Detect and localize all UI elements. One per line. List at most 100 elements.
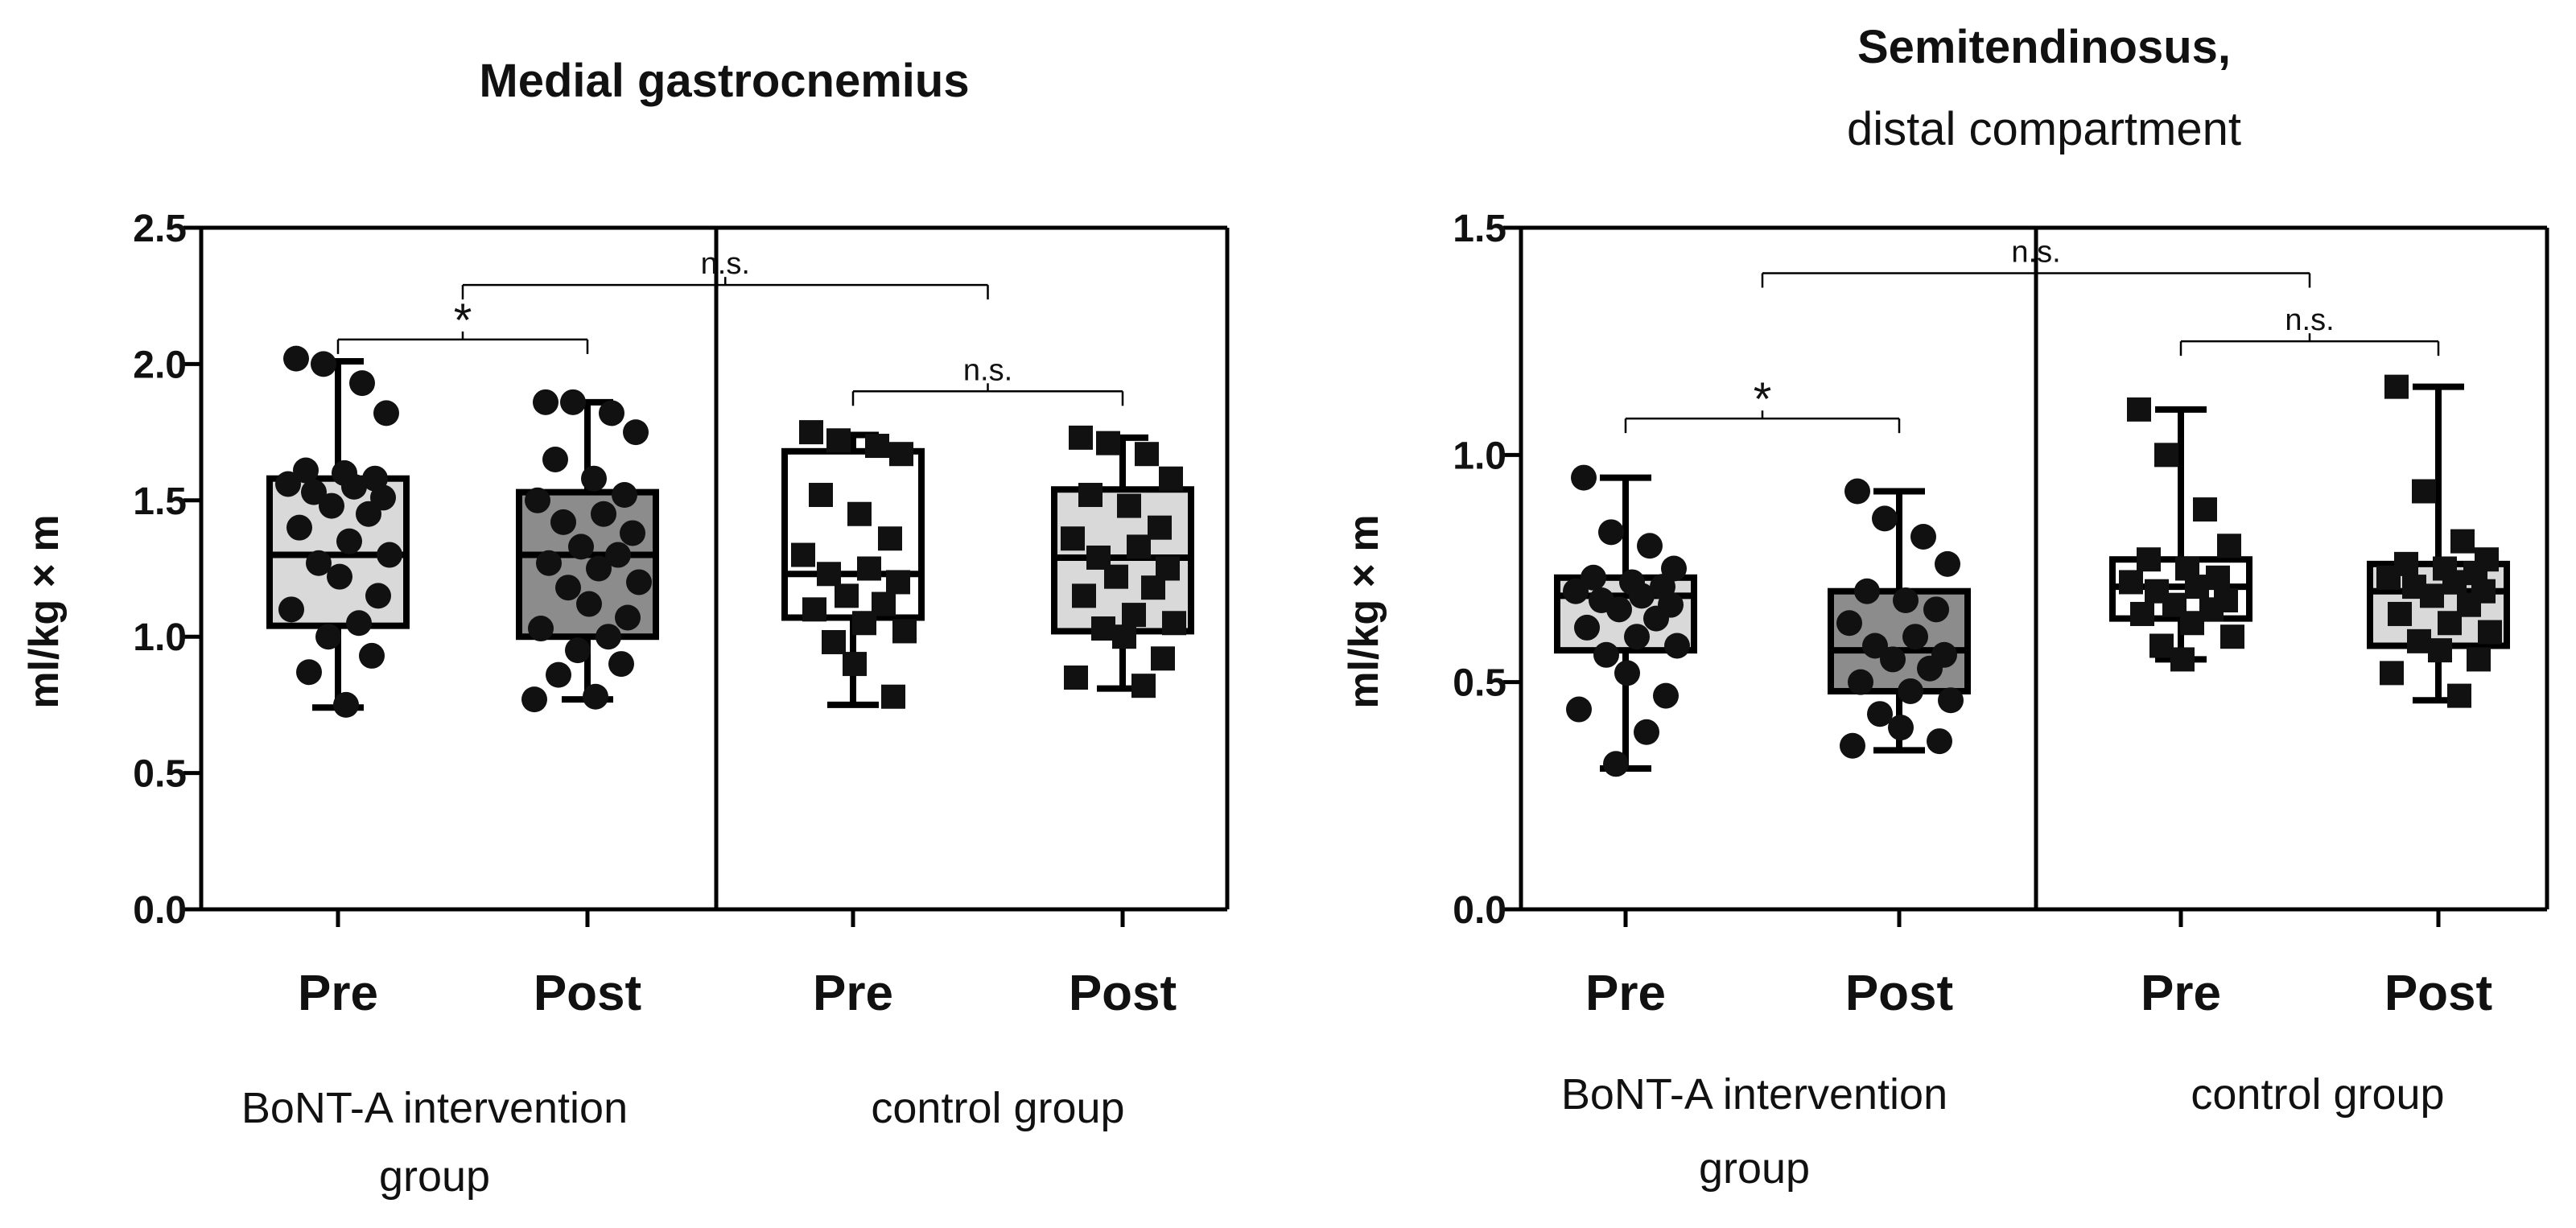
data-point bbox=[528, 616, 554, 642]
data-point bbox=[1148, 515, 1172, 540]
data-point bbox=[576, 591, 602, 617]
box-1 bbox=[1828, 478, 1971, 759]
data-point bbox=[2447, 683, 2471, 708]
data-point bbox=[615, 604, 641, 631]
x-tick-label: Pre bbox=[2141, 966, 2221, 1021]
data-point bbox=[596, 624, 621, 650]
data-point bbox=[336, 528, 362, 554]
data-point bbox=[2420, 583, 2444, 608]
data-point bbox=[1072, 583, 1096, 608]
data-point bbox=[2217, 534, 2241, 558]
data-point bbox=[2154, 443, 2178, 468]
data-point bbox=[1880, 646, 1906, 673]
significance-bracket: * bbox=[336, 295, 589, 354]
data-point bbox=[581, 465, 607, 492]
chart-title: Medial gastrocnemius bbox=[479, 55, 969, 107]
data-point bbox=[525, 487, 550, 513]
data-point bbox=[799, 420, 823, 445]
data-point bbox=[1836, 610, 1862, 637]
data-point bbox=[1563, 578, 1589, 604]
data-point bbox=[1064, 666, 1088, 690]
data-point bbox=[1606, 596, 1632, 623]
significance-label: n.s. bbox=[2011, 235, 2060, 269]
data-point bbox=[1893, 587, 1919, 614]
data-point bbox=[533, 389, 558, 415]
significance-label: * bbox=[1754, 373, 1772, 426]
data-point bbox=[536, 550, 562, 576]
data-point bbox=[2407, 628, 2431, 653]
data-point bbox=[2478, 620, 2502, 645]
data-point bbox=[835, 583, 859, 608]
data-point bbox=[1112, 624, 1136, 649]
data-point bbox=[1127, 534, 1151, 559]
box-2 bbox=[2109, 397, 2252, 672]
data-point bbox=[1571, 464, 1597, 491]
data-point bbox=[2149, 633, 2174, 658]
significance-bracket: n.s. bbox=[2179, 303, 2440, 356]
data-point bbox=[1867, 701, 1893, 727]
x-tick-label: Post bbox=[534, 966, 641, 1021]
y-tick-label: 2.0 bbox=[133, 344, 187, 386]
data-point bbox=[356, 501, 381, 527]
data-point bbox=[1643, 605, 1669, 632]
significance-label: n.s. bbox=[2285, 303, 2334, 337]
data-point bbox=[365, 583, 391, 609]
data-point bbox=[2412, 479, 2436, 504]
significance-bracket: * bbox=[1624, 373, 1901, 434]
data-point bbox=[2127, 397, 2151, 422]
group-label-bont-line2: group bbox=[379, 1152, 490, 1201]
data-point bbox=[327, 563, 352, 590]
data-point bbox=[1069, 425, 1093, 450]
data-point bbox=[546, 661, 571, 688]
data-point bbox=[1624, 624, 1650, 650]
data-point bbox=[2467, 647, 2491, 672]
y-tick-label: 0.5 bbox=[1453, 662, 1506, 705]
data-point bbox=[560, 389, 586, 415]
data-point bbox=[826, 428, 851, 453]
data-point bbox=[1614, 660, 1640, 686]
data-point bbox=[1917, 655, 1943, 682]
data-point bbox=[293, 457, 319, 484]
data-point bbox=[550, 509, 576, 535]
panel-semitendinosus: Semitendinosus, distal compartment ml/kg… bbox=[1341, 21, 2549, 1193]
group-label-control: control group bbox=[2191, 1070, 2444, 1119]
x-tick-label: Post bbox=[2384, 966, 2492, 1021]
data-point bbox=[1131, 674, 1156, 698]
data-point bbox=[852, 611, 876, 636]
data-point bbox=[802, 597, 826, 622]
data-point bbox=[1844, 478, 1870, 505]
data-point bbox=[315, 624, 341, 650]
data-point bbox=[1122, 603, 1146, 628]
data-point bbox=[1902, 624, 1928, 650]
data-point bbox=[599, 400, 624, 427]
group-label-bont-line2: group bbox=[1699, 1144, 1810, 1193]
data-point bbox=[1117, 493, 1141, 518]
x-tick-label: Pre bbox=[298, 966, 378, 1021]
box-2 bbox=[781, 420, 925, 709]
data-point bbox=[2388, 601, 2412, 626]
significance-bracket: n.s. bbox=[461, 247, 989, 300]
y-tick-label: 0.5 bbox=[133, 753, 187, 796]
data-point bbox=[1637, 533, 1663, 559]
data-point bbox=[2185, 575, 2209, 600]
data-point bbox=[847, 501, 872, 526]
data-point bbox=[817, 562, 841, 587]
data-point bbox=[1598, 519, 1624, 546]
y-tick-label: 1.5 bbox=[1453, 208, 1506, 250]
data-point bbox=[275, 471, 301, 497]
data-point bbox=[1159, 466, 1183, 491]
data-point bbox=[1581, 564, 1606, 591]
data-point bbox=[1096, 431, 1120, 455]
y-axis-label: ml/kg × m bbox=[1341, 514, 1387, 708]
data-point bbox=[333, 691, 359, 718]
data-point bbox=[2384, 374, 2409, 399]
data-point bbox=[1151, 646, 1175, 671]
data-point bbox=[1938, 687, 1964, 714]
data-point bbox=[373, 400, 399, 427]
data-point bbox=[565, 637, 591, 664]
data-point bbox=[1898, 678, 1923, 704]
data-point bbox=[1091, 616, 1115, 641]
y-tick-label: 1.0 bbox=[1453, 435, 1506, 477]
data-point bbox=[359, 642, 385, 669]
